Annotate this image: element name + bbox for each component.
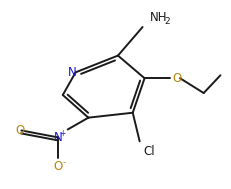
Text: 2: 2 <box>164 17 170 26</box>
Text: -: - <box>62 159 65 167</box>
Text: N: N <box>68 66 77 79</box>
Text: N: N <box>54 131 62 144</box>
Text: O: O <box>173 72 182 85</box>
Text: O: O <box>16 124 25 137</box>
Text: O: O <box>53 160 62 174</box>
Text: NH: NH <box>149 11 167 24</box>
Text: Cl: Cl <box>144 145 155 158</box>
Text: +: + <box>60 129 66 138</box>
